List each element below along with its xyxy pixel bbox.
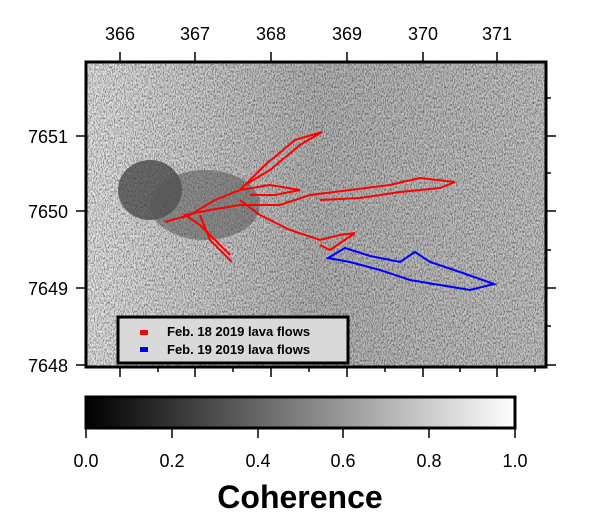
y-tick-label: 7651 (28, 127, 68, 147)
colorbar-gradient (84, 395, 517, 430)
legend: Feb. 18 2019 lava flows Feb. 19 2019 lav… (116, 315, 350, 365)
legend-label-feb18: Feb. 18 2019 lava flows (167, 324, 310, 339)
x-tick-label: 366 (105, 24, 135, 44)
colorbar-tick-label: 0.0 (73, 451, 98, 471)
legend-swatch-feb19 (140, 347, 148, 352)
feb19-lava-flows (325, 246, 498, 292)
x-tick-label: 367 (180, 24, 210, 44)
colorbar-tick-label: 1.0 (502, 451, 527, 471)
colorbar-tick-label: 0.8 (416, 451, 441, 471)
colorbar: 0.0 0.2 0.4 0.6 0.8 1.0 Coherence (73, 395, 528, 515)
map-panel: Feb. 18 2019 lava flows Feb. 19 2019 lav… (86, 62, 546, 367)
x-tick-label: 371 (482, 24, 512, 44)
legend-label-feb19: Feb. 19 2019 lava flows (167, 342, 310, 357)
y-tick-label: 7648 (28, 356, 68, 376)
legend-box (116, 315, 350, 365)
y-tick-label: 7650 (28, 202, 68, 222)
colorbar-tick-label: 0.6 (330, 451, 355, 471)
x-tick-label: 369 (332, 24, 362, 44)
feb18-lava-flows (164, 131, 456, 263)
y-axis-right-ticks (546, 97, 556, 366)
y-axis-left: 7651 7650 7649 7648 (28, 127, 86, 376)
colorbar-tick-label: 0.2 (159, 451, 184, 471)
legend-swatch-feb18 (140, 330, 148, 335)
x-tick-label: 368 (256, 24, 286, 44)
y-tick-label: 7649 (28, 279, 68, 299)
x-tick-label: 370 (408, 24, 438, 44)
x-axis-bottom-ticks (119, 367, 536, 377)
map-frame (84, 60, 548, 369)
colorbar-title: Coherence (217, 479, 382, 515)
x-axis-top: 366 367 368 369 370 371 (105, 24, 512, 62)
colorbar-tick-label: 0.4 (245, 451, 270, 471)
